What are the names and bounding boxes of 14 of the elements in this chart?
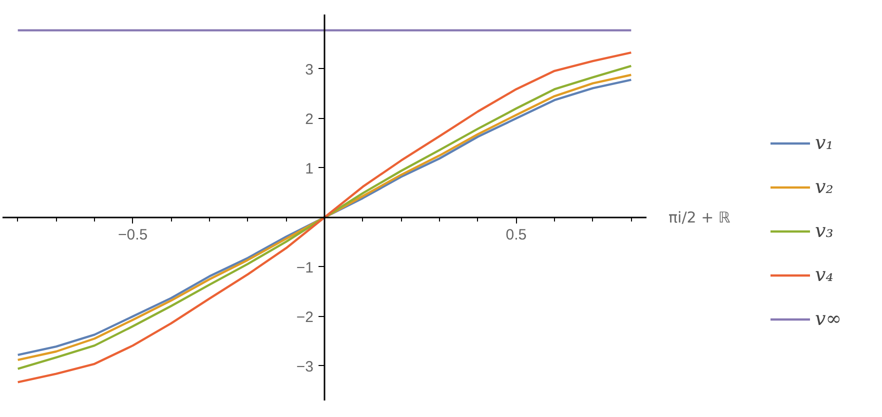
legend-label: v∞ (815, 308, 842, 330)
legend-label: v₁ (815, 132, 834, 154)
y-tick-label: −3 (296, 358, 314, 376)
legend-label: v₂ (815, 176, 834, 198)
x-axis-title: πi/2 + ℝ (668, 208, 730, 226)
y-tick-label: 2 (305, 110, 314, 128)
y-tick-label: 3 (305, 61, 314, 78)
y-tick-label: −2 (296, 308, 314, 326)
y-tick-label: −1 (296, 259, 314, 276)
x-tick-label: 0.5 (506, 226, 527, 244)
x-tick-label: −0.5 (118, 226, 148, 244)
legend-label: v₃ (815, 220, 834, 242)
y-tick-label: 1 (305, 160, 314, 178)
legend-label: v₄ (815, 264, 834, 286)
